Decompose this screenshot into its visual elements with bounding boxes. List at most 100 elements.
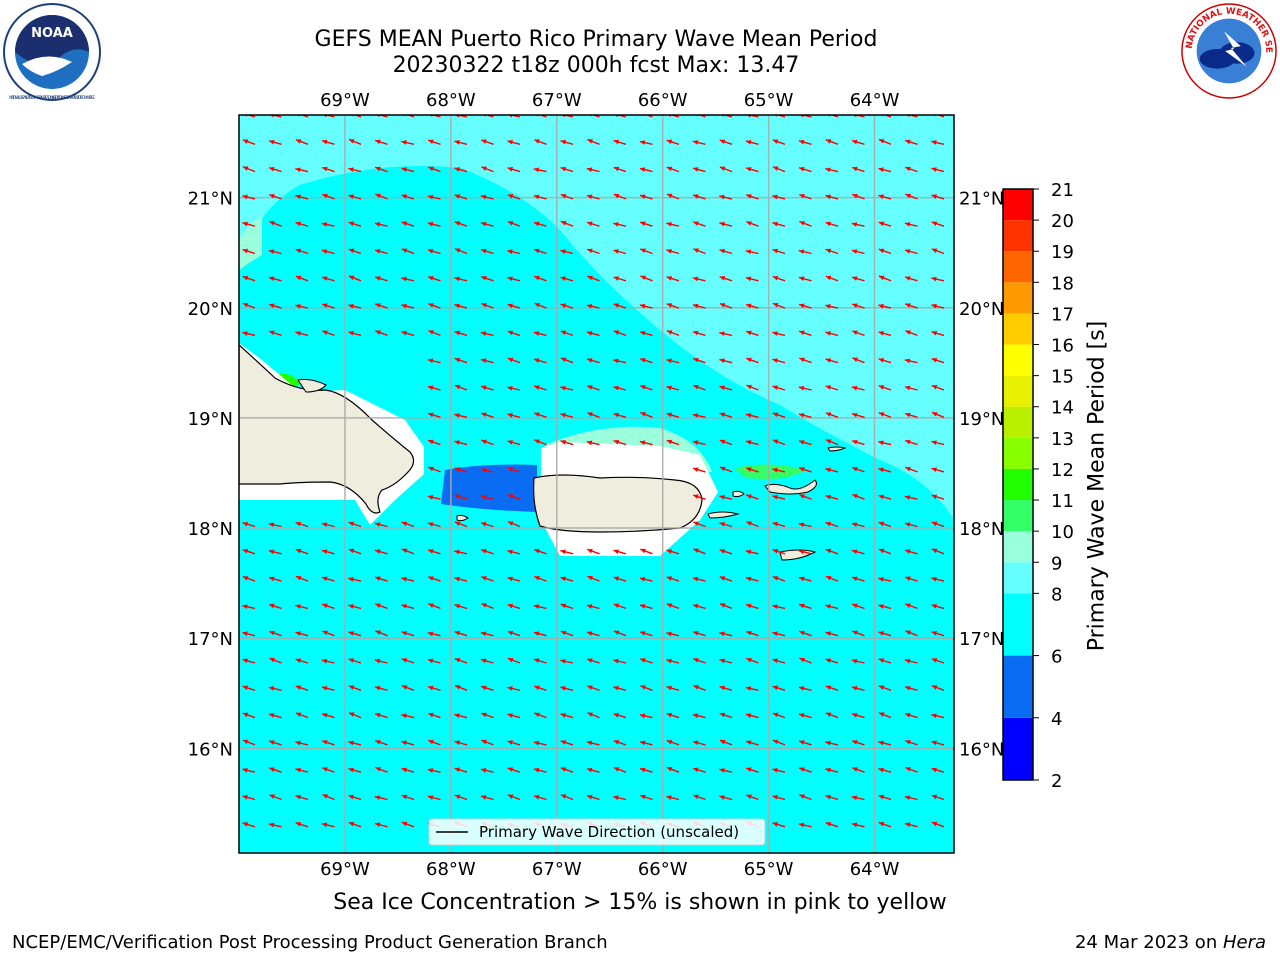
direction-arrow [931, 658, 945, 664]
direction-arrow [586, 167, 600, 173]
direction-arrow [692, 440, 706, 446]
noaa-logo: NOAA NATIONAL OCEANIC AND ATMOSPHERIC AD… [3, 3, 101, 101]
colorbar-segment [1003, 189, 1033, 221]
direction-arrow [878, 440, 892, 446]
lon-tick-bottom: 68°W [426, 859, 476, 880]
colorbar-tick-label: 17 [1051, 304, 1074, 325]
direction-arrow [666, 739, 680, 746]
direction-arrow [560, 303, 574, 309]
direction-arrow [931, 303, 945, 309]
direction-arrow [268, 249, 282, 255]
direction-arrow [268, 166, 282, 173]
direction-arrow [507, 767, 521, 773]
direction-arrow [692, 330, 706, 337]
colorbar-segment [1003, 717, 1033, 780]
direction-arrow [242, 221, 256, 227]
direction-arrow [427, 631, 441, 637]
direction-arrow [348, 794, 362, 801]
direction-arrow [480, 521, 494, 528]
direction-arrow [242, 767, 256, 773]
direction-arrow [692, 140, 706, 145]
direction-arrow [480, 712, 494, 719]
lon-tick-top: 67°W [532, 90, 582, 111]
direction-arrow [480, 221, 494, 227]
direction-arrow [321, 276, 335, 282]
colorbar-tick-label: 20 [1051, 211, 1074, 232]
direction-arrow [534, 139, 547, 145]
lat-tick-right: 19°N [959, 409, 1004, 430]
period-band-4-6 [441, 464, 537, 512]
direction-arrow [348, 712, 362, 719]
direction-arrow [560, 249, 574, 255]
direction-arrow [931, 821, 945, 828]
direction-arrow [427, 358, 441, 364]
direction-arrow [480, 631, 494, 637]
direction-arrow [878, 740, 892, 746]
lat-tick-left: 19°N [188, 409, 233, 430]
direction-arrow [401, 276, 415, 282]
direction-arrow [931, 467, 945, 473]
direction-arrow [825, 358, 839, 364]
direction-arrow [878, 138, 892, 145]
direction-arrow [427, 385, 441, 391]
direction-arrow [719, 576, 733, 582]
direction-arrow [799, 220, 812, 227]
direction-arrow [427, 248, 441, 255]
direction-arrow [454, 221, 468, 227]
direction-arrow [719, 712, 733, 719]
direction-arrow [745, 549, 759, 555]
direction-arrow [639, 604, 653, 610]
direction-arrow [772, 548, 786, 555]
direction-arrow [533, 685, 547, 691]
direction-arrow [904, 166, 918, 173]
direction-arrow [533, 548, 547, 555]
colorbar-segment [1003, 406, 1033, 438]
direction-arrow [507, 413, 521, 418]
direction-arrow [560, 549, 574, 555]
direction-arrow [268, 303, 282, 309]
direction-arrow [825, 548, 839, 555]
direction-arrow [666, 276, 680, 282]
direction-arrow [745, 767, 759, 773]
direction-arrow [798, 549, 812, 555]
direction-arrow [427, 768, 441, 773]
direction-arrow [480, 358, 494, 364]
direction-arrow [904, 576, 918, 582]
direction-arrow [613, 358, 627, 364]
direction-arrow [533, 740, 547, 746]
direction-arrow [401, 821, 415, 828]
direction-arrow [852, 630, 865, 637]
direction-arrow [878, 221, 892, 227]
direction-arrow [454, 440, 468, 446]
colorbar-tick-label: 13 [1051, 429, 1074, 450]
direction-arrow [904, 412, 918, 418]
colorbar-segment [1003, 593, 1033, 656]
direction-arrow [480, 549, 494, 555]
direction-arrow [401, 685, 415, 691]
direction-arrow [321, 685, 335, 691]
direction-arrow [374, 249, 388, 255]
direction-arrow [719, 358, 733, 364]
direction-arrow [798, 249, 812, 255]
direction-arrow [772, 358, 786, 364]
land-mona-island [456, 514, 469, 522]
direction-arrow [745, 330, 759, 337]
direction-arrow [295, 194, 309, 200]
direction-arrow [666, 139, 680, 145]
direction-arrow [639, 713, 653, 719]
direction-arrow [321, 740, 335, 746]
direction-arrow [878, 385, 892, 391]
direction-arrow [295, 658, 309, 664]
direction-arrow [772, 166, 786, 173]
direction-arrow [692, 221, 706, 227]
direction-arrow [825, 712, 839, 719]
direction-arrow [639, 194, 653, 200]
lon-tick-bottom: 65°W [744, 859, 794, 880]
direction-arrow [851, 303, 865, 309]
direction-arrow [427, 412, 441, 418]
direction-arrow [878, 521, 892, 528]
lon-tick-bottom: 67°W [532, 859, 582, 880]
direction-arrow [374, 139, 388, 145]
direction-arrow [745, 276, 759, 282]
direction-arrow [692, 276, 706, 282]
